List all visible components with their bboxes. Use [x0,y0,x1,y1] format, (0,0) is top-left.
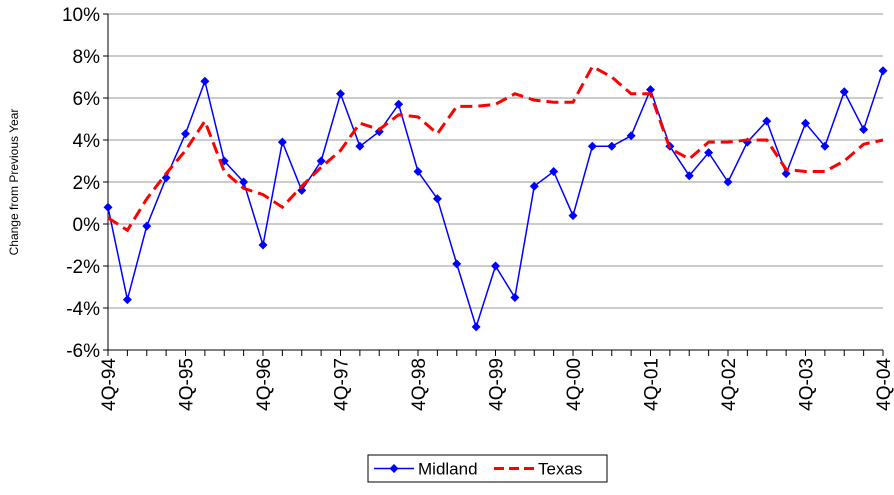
x-tick-label: 4Q-95 [177,358,198,411]
y-tick-label: 8% [73,47,101,68]
data-point [491,261,500,271]
x-tick-label: 4Q-96 [254,358,275,411]
data-point [762,116,772,126]
x-tick-label: 4Q-04 [874,358,894,411]
series-line [107,64,884,233]
y-tick-label: -2% [66,257,100,278]
series-line [107,70,884,330]
data-point [142,221,152,231]
data-point [336,89,345,99]
y-tick-label: 6% [73,89,101,110]
data-point [239,177,249,187]
x-tick-label: 4Q-02 [719,358,740,411]
data-point [161,173,171,183]
x-tick-label: 4Q-03 [797,358,818,411]
x-tick-label: 4Q-97 [332,358,353,411]
data-point [839,87,849,97]
data-point [200,76,210,86]
data-point [587,141,597,151]
data-point [510,293,520,302]
data-point [181,129,190,139]
data-point [859,125,869,134]
y-tick-label: 4% [73,131,101,152]
data-point [103,202,113,212]
data-point [549,167,559,176]
data-point [801,118,810,128]
legend-marker [389,464,399,473]
data-point [355,141,365,151]
y-tick-label: 0% [73,215,101,236]
data-point [413,167,423,176]
data-point [122,295,132,305]
data-point [452,259,462,269]
data-point [277,137,287,147]
y-tick-label: -6% [66,341,100,362]
data-point [529,181,539,191]
x-tick-label: 4Q-00 [564,358,585,411]
data-point [704,148,714,158]
data-point [394,99,404,109]
data-point [568,211,578,221]
data-point [471,322,481,332]
x-tick-label: 4Q-94 [99,358,120,411]
data-point [878,66,888,76]
data-point [258,240,268,250]
data-point [781,169,791,179]
data-point [626,131,636,141]
data-point [684,171,694,181]
data-point [297,185,307,195]
x-tick-label: 4Q-98 [409,358,430,411]
legend-label: Texas [538,460,582,479]
data-point [316,156,326,166]
data-point [646,85,655,95]
data-point [607,141,617,151]
y-tick-label: -4% [66,299,100,320]
data-point [723,177,733,187]
y-tick-label: 2% [73,173,101,194]
data-point [432,194,442,204]
y-tick-label: 10% [62,5,100,26]
x-tick-label: 4Q-01 [642,358,663,411]
y-axis-label: Change from Previous Year [7,109,21,256]
legend-label: Midland [418,460,478,479]
x-tick-label: 4Q-99 [487,358,508,411]
data-point [820,141,830,151]
